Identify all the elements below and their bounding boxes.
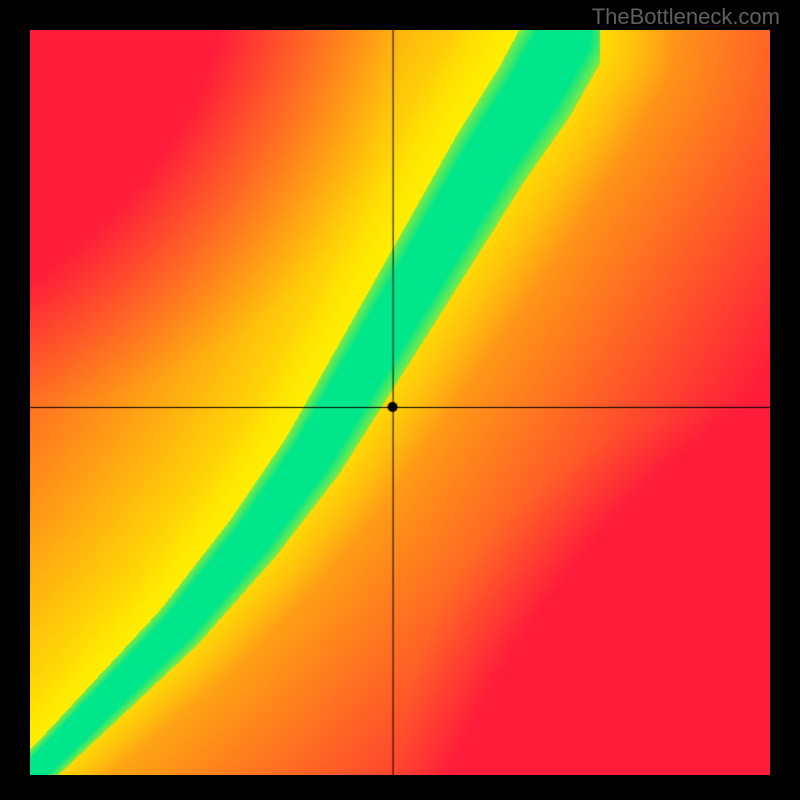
watermark-text: TheBottleneck.com <box>592 4 780 30</box>
